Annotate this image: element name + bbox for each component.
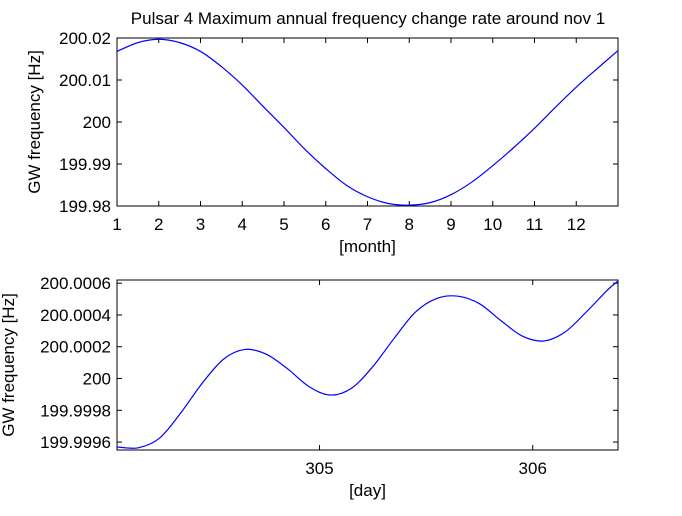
top-x-tick-label: 1 xyxy=(112,215,121,234)
bottom-y-axis-label: GW frequency [Hz] xyxy=(0,293,18,437)
top-y-tick-label: 199.98 xyxy=(59,197,111,216)
bottom-frequency-line xyxy=(116,280,619,449)
top-x-tick-label: 5 xyxy=(279,215,288,234)
top-x-tick-label: 3 xyxy=(196,215,205,234)
bottom-y-tick-label: 199.9996 xyxy=(40,433,111,452)
bottom-x-tick-label: 305 xyxy=(305,459,333,478)
bottom-axes: 305 306 199.9996 199.9998 200 200.0002 200.000… xyxy=(0,274,619,500)
bottom-y-tick-label: 199.9998 xyxy=(40,401,111,420)
top-plot-area xyxy=(116,37,619,207)
bottom-plot-area xyxy=(116,279,619,451)
chart-title: Pulsar 4 Maximum annual frequency change… xyxy=(131,9,605,28)
top-x-tick-label: 7 xyxy=(363,215,372,234)
bottom-x-tick-label: 306 xyxy=(519,459,547,478)
top-x-tick-label: 9 xyxy=(446,215,455,234)
top-x-tick-label: 12 xyxy=(567,215,586,234)
top-x-tick-label: 2 xyxy=(154,215,163,234)
top-y-tick-label: 200 xyxy=(83,113,111,132)
bottom-y-tick-label: 200.0002 xyxy=(40,338,111,357)
bottom-y-tick-label: 200.0006 xyxy=(40,274,111,293)
top-x-tick-label: 6 xyxy=(321,215,330,234)
top-y-tick-label: 200.01 xyxy=(59,71,111,90)
bottom-y-tick-label: 200.0004 xyxy=(40,306,111,325)
top-x-tick-label: 4 xyxy=(238,215,247,234)
top-axes: 1 2 3 4 5 6 7 8 9 10 11 12199.98199.99200200.01200.… xyxy=(25,29,619,256)
bottom-y-tick-label: 200 xyxy=(83,370,111,389)
top-y-axis-label: GW frequency [Hz] xyxy=(25,50,44,194)
top-x-tick-label: 11 xyxy=(526,215,544,234)
top-frequency-line xyxy=(116,38,619,206)
top-x-tick-label: 10 xyxy=(483,215,502,234)
bottom-x-axis-label: [day] xyxy=(349,481,386,500)
top-x-axis-label: [month] xyxy=(339,237,396,256)
top-y-tick-label: 200.02 xyxy=(59,29,111,48)
top-y-tick-label: 199.99 xyxy=(59,155,111,174)
top-x-tick-label: 8 xyxy=(405,215,414,234)
